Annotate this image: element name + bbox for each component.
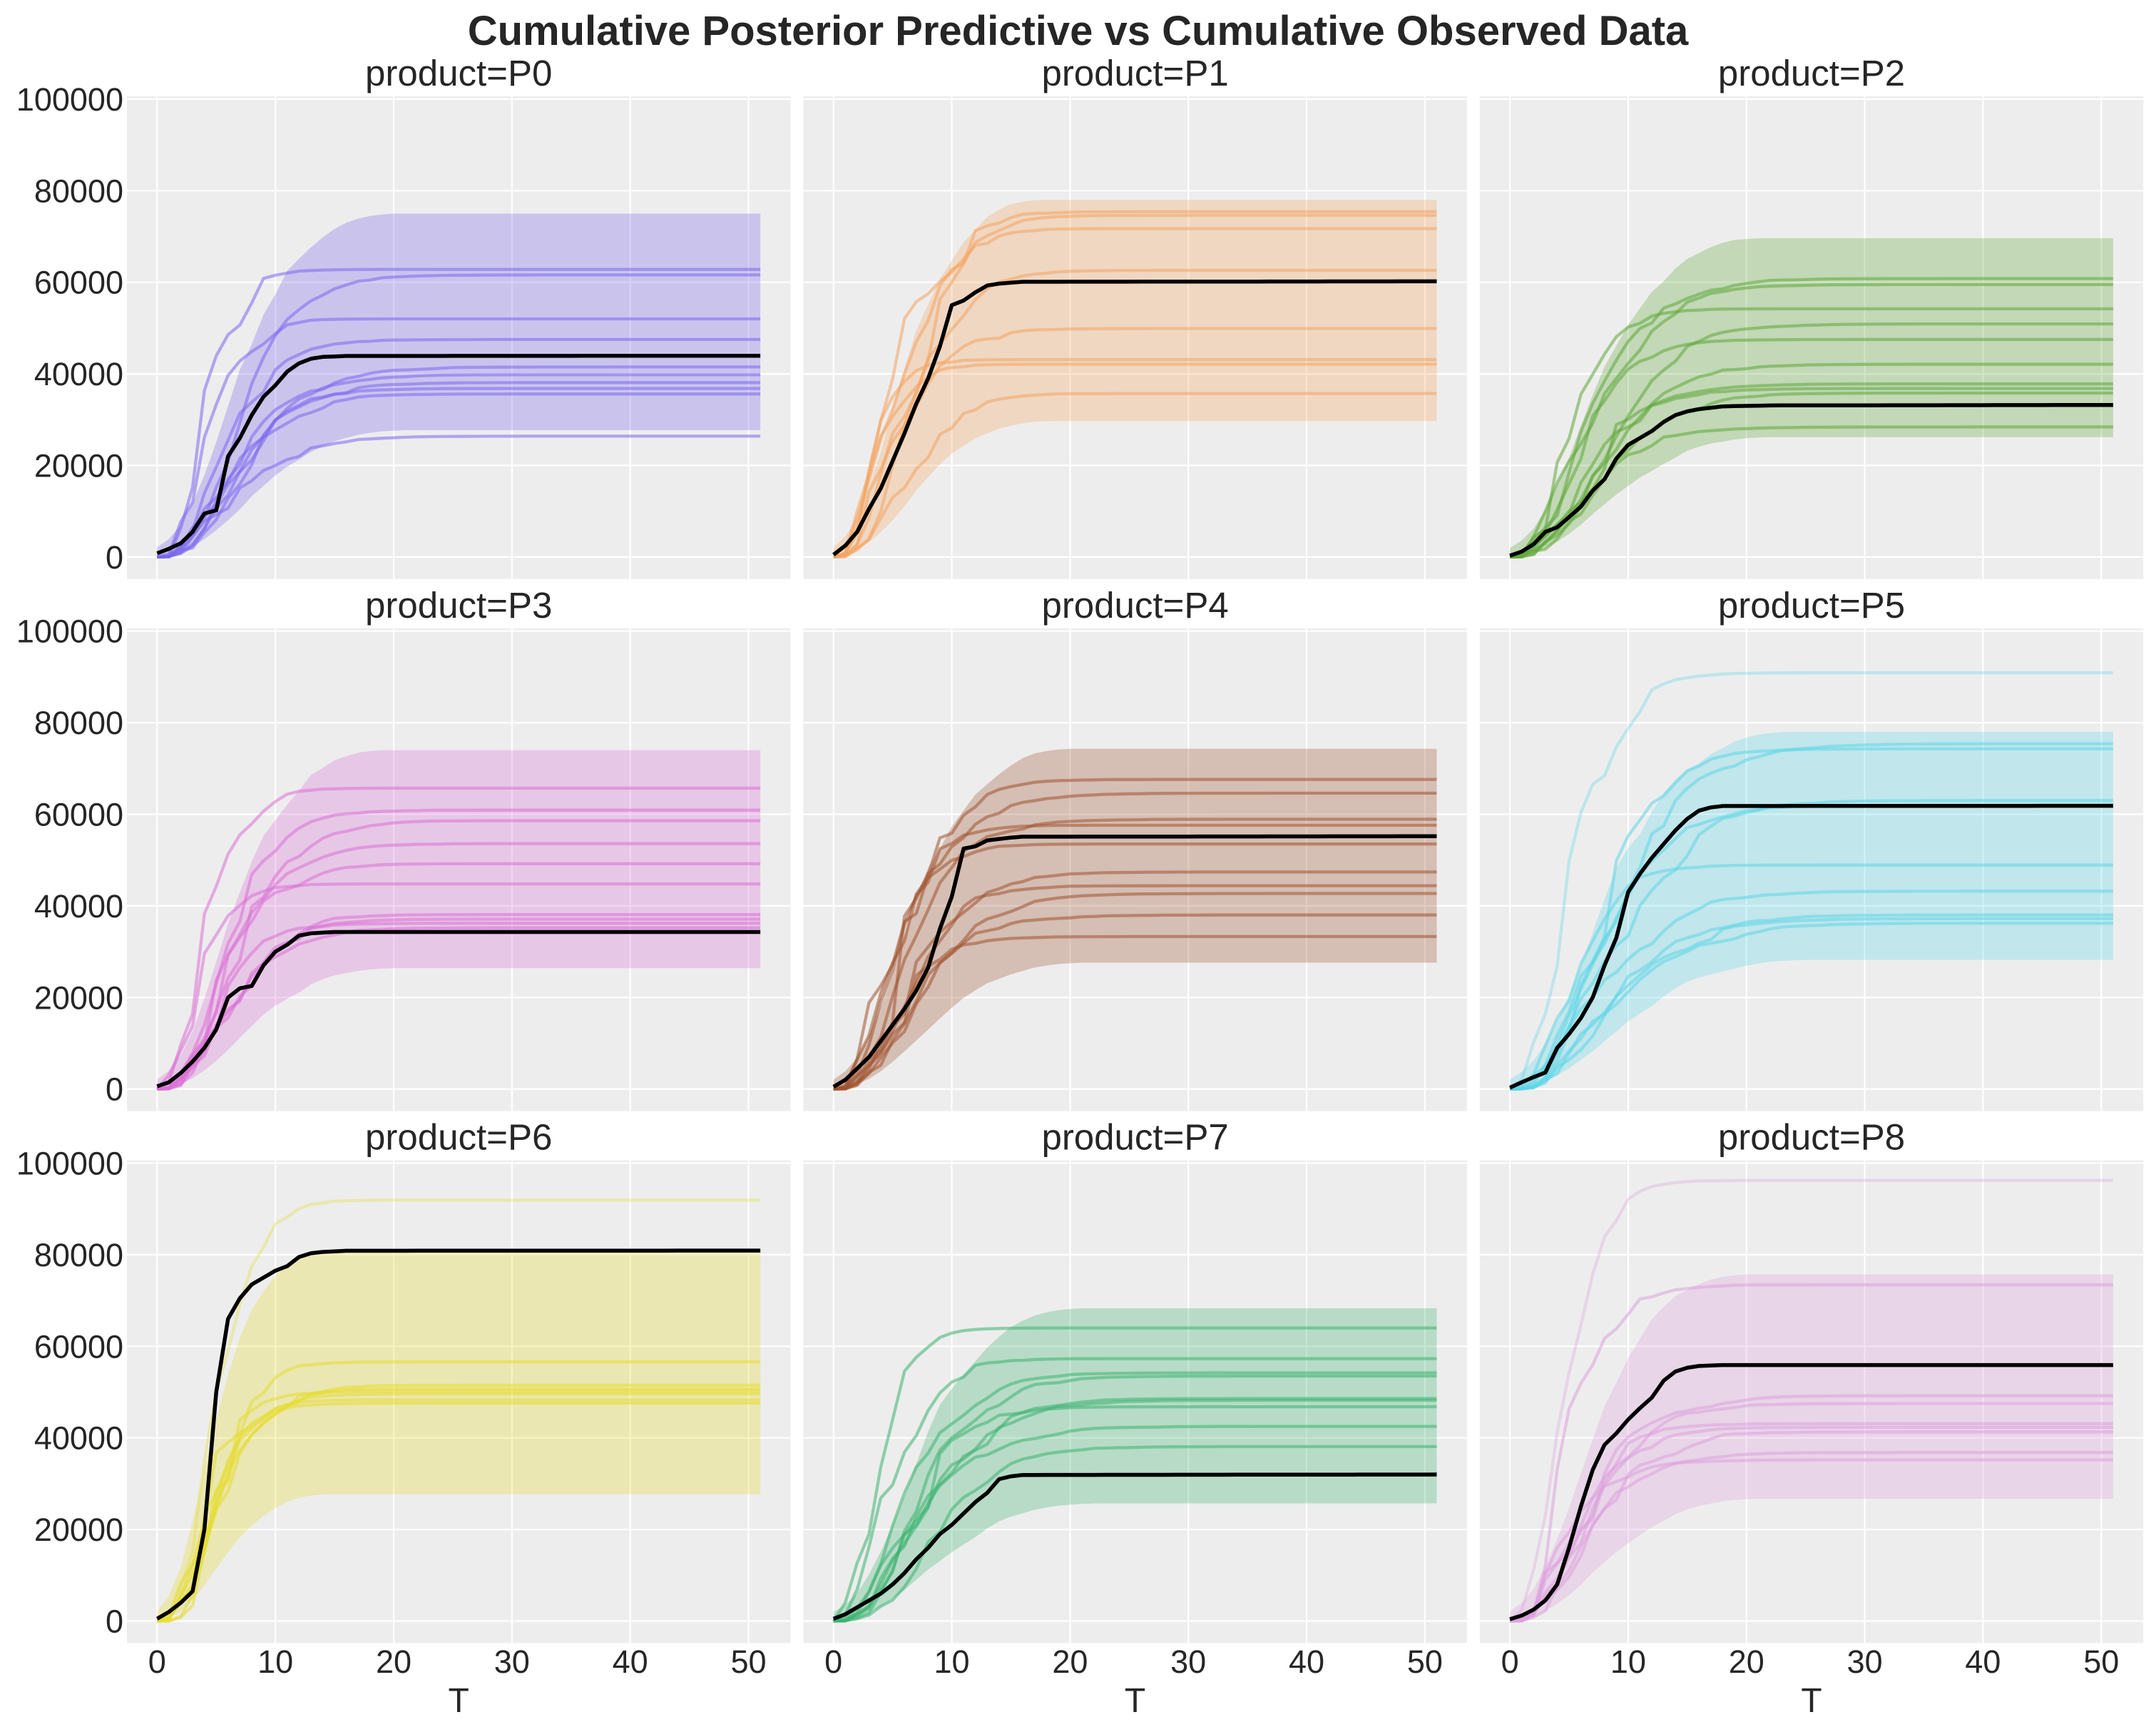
svg-text:product=P2: product=P2 bbox=[1718, 53, 1905, 93]
svg-text:0: 0 bbox=[106, 1071, 123, 1108]
svg-text:60000: 60000 bbox=[34, 1328, 123, 1365]
svg-text:10: 10 bbox=[934, 1644, 969, 1680]
svg-text:0: 0 bbox=[106, 1604, 123, 1640]
svg-text:20000: 20000 bbox=[34, 1512, 123, 1548]
svg-text:T: T bbox=[1801, 1682, 1822, 1720]
svg-text:product=P1: product=P1 bbox=[1041, 53, 1228, 93]
svg-text:30: 30 bbox=[1847, 1644, 1883, 1680]
svg-text:20: 20 bbox=[1052, 1644, 1088, 1680]
svg-text:10: 10 bbox=[257, 1644, 293, 1680]
svg-text:100000: 100000 bbox=[16, 1146, 123, 1182]
svg-text:product=P4: product=P4 bbox=[1041, 585, 1228, 626]
svg-text:10: 10 bbox=[1610, 1644, 1646, 1680]
svg-text:100000: 100000 bbox=[16, 81, 123, 118]
svg-text:0: 0 bbox=[148, 1644, 166, 1680]
svg-text:0: 0 bbox=[1501, 1644, 1519, 1680]
svg-text:80000: 80000 bbox=[34, 705, 123, 741]
svg-text:40000: 40000 bbox=[34, 356, 123, 392]
svg-text:40000: 40000 bbox=[34, 888, 123, 924]
svg-text:product=P0: product=P0 bbox=[365, 53, 552, 93]
svg-text:20000: 20000 bbox=[34, 448, 123, 484]
svg-text:product=P5: product=P5 bbox=[1718, 585, 1905, 626]
svg-text:60000: 60000 bbox=[34, 265, 123, 301]
svg-text:40: 40 bbox=[1965, 1644, 2001, 1680]
svg-text:80000: 80000 bbox=[34, 1237, 123, 1273]
svg-text:50: 50 bbox=[730, 1644, 766, 1680]
svg-text:product=P7: product=P7 bbox=[1041, 1117, 1228, 1158]
svg-text:50: 50 bbox=[1407, 1644, 1443, 1680]
svg-text:30: 30 bbox=[1170, 1644, 1206, 1680]
svg-text:Cumulative Posterior Predictiv: Cumulative Posterior Predictive vs Cumul… bbox=[468, 8, 1689, 54]
svg-text:50: 50 bbox=[2083, 1644, 2119, 1680]
svg-text:T: T bbox=[1125, 1682, 1145, 1720]
svg-text:0: 0 bbox=[824, 1644, 842, 1680]
svg-text:20: 20 bbox=[1729, 1644, 1764, 1680]
svg-text:40: 40 bbox=[613, 1644, 648, 1680]
svg-text:product=P8: product=P8 bbox=[1718, 1117, 1905, 1158]
svg-text:30: 30 bbox=[494, 1644, 530, 1680]
svg-text:0: 0 bbox=[106, 539, 123, 576]
svg-text:20: 20 bbox=[376, 1644, 412, 1680]
svg-text:80000: 80000 bbox=[34, 173, 123, 209]
svg-text:60000: 60000 bbox=[34, 797, 123, 833]
svg-text:40000: 40000 bbox=[34, 1420, 123, 1457]
svg-text:100000: 100000 bbox=[16, 613, 123, 650]
svg-text:product=P6: product=P6 bbox=[365, 1117, 552, 1158]
svg-text:product=P3: product=P3 bbox=[365, 585, 552, 626]
svg-text:40: 40 bbox=[1289, 1644, 1324, 1680]
svg-text:T: T bbox=[449, 1682, 469, 1720]
svg-text:20000: 20000 bbox=[34, 979, 123, 1016]
